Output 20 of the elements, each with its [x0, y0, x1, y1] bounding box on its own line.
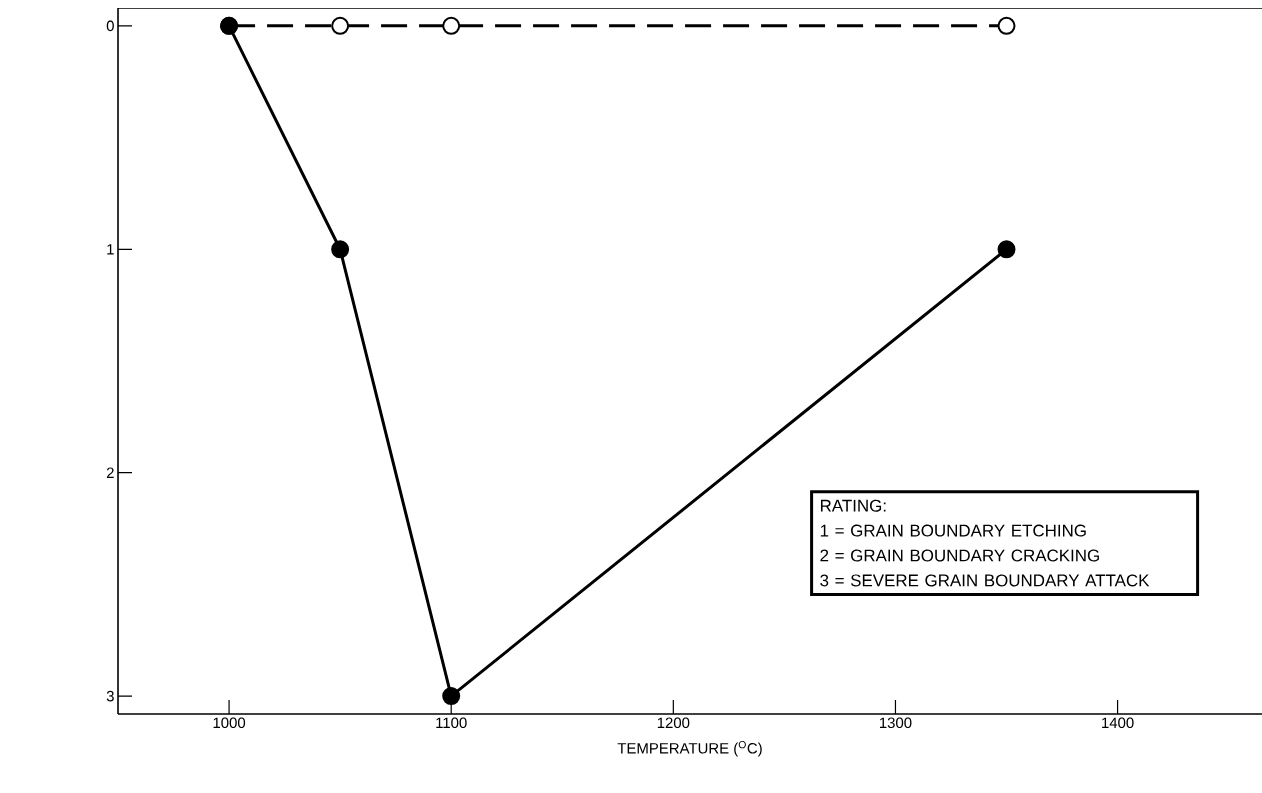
x-tick-label: 1300 [879, 717, 912, 729]
point [442, 16, 461, 35]
point [331, 16, 350, 35]
y-tick-label: 3 [106, 690, 114, 702]
x-tick-label: 1000 [213, 717, 246, 729]
point [997, 240, 1016, 259]
y-tick-label: 0 [106, 20, 114, 32]
annotation: RATING: [820, 499, 886, 512]
annotation: 3 = SEVERE GRAIN BOUNDARY ATTACK [820, 574, 1150, 587]
y-tick-label: 1 [107, 244, 114, 255]
point [442, 687, 461, 706]
x-tick-label: 1100 [436, 717, 467, 729]
x-tick-label: 1400 [1102, 717, 1134, 729]
x-tick-label: 1200 [657, 717, 690, 729]
annotation: 2 = GRAIN BOUNDARY CRACKING [820, 549, 1099, 562]
point [997, 16, 1016, 35]
annotation: 1 = GRAIN BOUNDARY ETCHING [820, 524, 1086, 537]
point [331, 240, 350, 259]
x-axis-title: TEMPERATURE ($^{O}$C) [617, 740, 762, 757]
y-tick-label: 2 [106, 467, 114, 478]
